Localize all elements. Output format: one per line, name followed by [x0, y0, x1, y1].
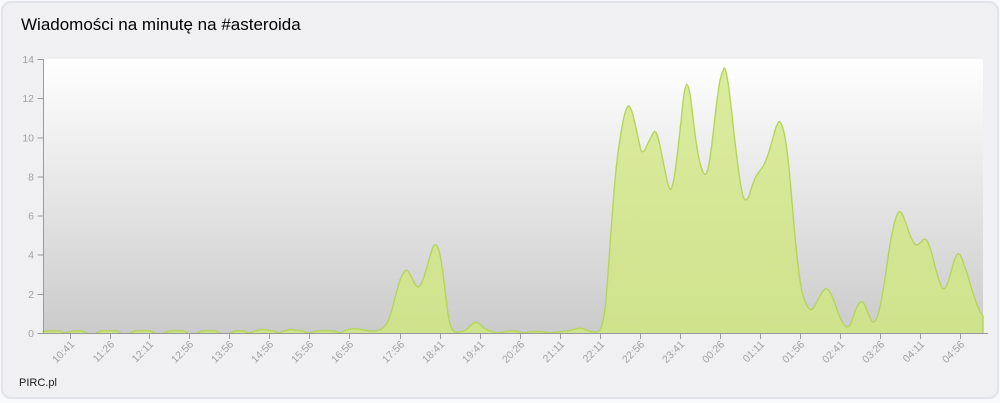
x-tick-label: 11:26 [91, 339, 118, 366]
page-title: Wiadomości na minutę na #asteroida [21, 15, 301, 34]
y-tick-label: 12 [22, 93, 34, 105]
x-tick-label: 21:11 [541, 339, 568, 366]
y-axis [37, 59, 44, 334]
y-tick-label: 2 [28, 289, 34, 301]
x-tick-label: 03:26 [860, 339, 887, 366]
messages-per-minute-chart: 0 2 4 6 8 10 12 14 10:41 11:26 12:11 12:56 13:56 14:5… [3, 3, 997, 397]
x-axis [43, 333, 988, 339]
x-tick-label: 04:11 [901, 339, 928, 366]
x-tick-label: 02:41 [820, 339, 847, 366]
x-tick-label: 16:56 [329, 339, 356, 366]
x-tick-label: 10:41 [50, 339, 77, 366]
x-tick-label: 01:11 [741, 339, 768, 366]
x-tick-label: 22:56 [620, 339, 647, 366]
x-tick-label: 13:56 [209, 339, 236, 366]
x-tick-label: 23:41 [660, 339, 687, 366]
x-tick-label: 00:26 [700, 339, 727, 366]
area-series [42, 67, 984, 334]
y-tick-label: 10 [22, 132, 34, 144]
y-tick-label: 6 [28, 211, 34, 223]
site-label: PIRC.pl [19, 377, 57, 389]
x-tick-label: 04:56 [940, 339, 967, 366]
y-tick-label: 8 [28, 171, 34, 183]
area-line [42, 67, 984, 334]
y-tick-label: 4 [28, 250, 34, 262]
y-tick-label: 0 [28, 328, 34, 340]
x-tick-label: 15:56 [289, 339, 316, 366]
x-tick-label: 20:26 [500, 339, 527, 366]
x-tick-label: 18:41 [420, 339, 447, 366]
area-fill [43, 67, 983, 334]
x-tick-label: 12:11 [130, 339, 157, 366]
x-tick-label: 19:41 [460, 339, 487, 366]
x-tick-label: 14:56 [249, 339, 276, 366]
x-tick-label: 01:56 [780, 339, 807, 366]
y-tick-label: 14 [22, 54, 34, 66]
plot-background [43, 59, 983, 333]
x-tick-label: 17:56 [380, 339, 407, 366]
x-tick-label: 12:56 [169, 339, 196, 366]
x-tick-label: 22:11 [581, 339, 608, 366]
